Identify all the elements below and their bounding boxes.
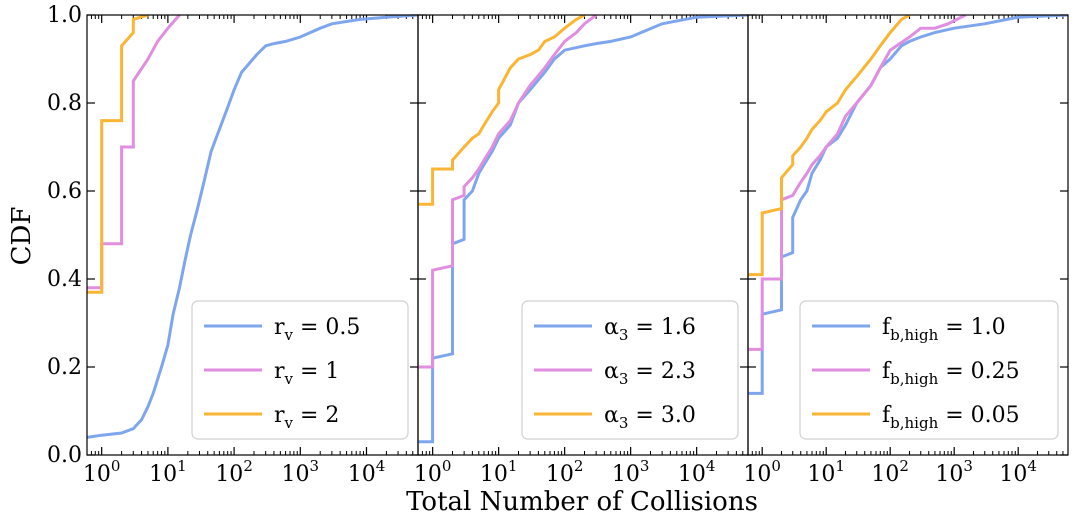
- legend-box: [799, 300, 1059, 440]
- panels: 100 101 102 103 104 0.0 0.2 0.4 0.6 0.8 1.0 rv = 0.…: [47, 3, 1069, 487]
- axes-frame: [747, 14, 1069, 456]
- x-tick-label: 101: [149, 457, 187, 487]
- y-tick-label: 0.2: [47, 355, 82, 380]
- x-tick-label: 101: [480, 457, 518, 487]
- x-tick-label: 101: [807, 457, 845, 487]
- y-tick-label: 0.8: [47, 91, 82, 116]
- series-lines: [748, 15, 1068, 395]
- legend-label: α3 = 3.0: [604, 403, 696, 432]
- panel-2: 100 101 102 103 104 α3 = 1.6 α3 = 2.3 α3 = 3.0: [414, 14, 749, 487]
- series-line: [748, 15, 1068, 395]
- legend-label: α3 = 1.6: [604, 315, 696, 344]
- panel-3: 100 101 102 103 104 fb,high = 1.0 fb,high = 0.…: [743, 14, 1069, 487]
- series-lines: [87, 15, 418, 439]
- x-tick-label: 104: [999, 457, 1037, 487]
- x-tick-label: 103: [612, 457, 650, 487]
- panel-1: 100 101 102 103 104 0.0 0.2 0.4 0.6 0.8 1.0 rv = 0.…: [47, 3, 419, 487]
- legend-box: [521, 300, 739, 440]
- x-tick-label: 102: [871, 457, 909, 487]
- series-lines: [418, 15, 748, 444]
- series-line: [87, 15, 418, 439]
- y-tick-label: 0.0: [47, 443, 82, 468]
- x-tick-label: 100: [414, 457, 452, 487]
- y-tick-label: 1.0: [47, 3, 82, 28]
- legend-label: fb,high = 1.0: [882, 315, 1006, 344]
- x-tick-label: 103: [935, 457, 973, 487]
- y-tick-label: 0.4: [47, 267, 82, 292]
- x-tick-label: 100: [83, 457, 121, 487]
- legend-box: [191, 300, 409, 440]
- series-line: [418, 15, 586, 206]
- legend-label: fb,high = 0.25: [882, 359, 1020, 388]
- series-line: [87, 15, 149, 294]
- x-tick-label: 102: [546, 457, 584, 487]
- series-line: [748, 15, 911, 277]
- x-axis-label: Total Number of Collisions: [406, 487, 758, 517]
- x-tick-label: 103: [282, 457, 320, 487]
- series-line: [748, 15, 967, 351]
- legend-label: rv = 2: [274, 403, 339, 432]
- x-tick-label: 100: [743, 457, 781, 487]
- x-tick-label: 104: [348, 457, 386, 487]
- legend-label: rv = 1: [274, 359, 339, 388]
- legend-label: rv = 0.5: [274, 315, 360, 344]
- x-tick-label: 102: [215, 457, 253, 487]
- x-tick-label: 104: [678, 457, 716, 487]
- series-line: [418, 15, 598, 369]
- y-axis-label: CDF: [7, 207, 37, 266]
- legend-label: α3 = 2.3: [604, 359, 696, 388]
- y-tick-label: 0.6: [47, 179, 82, 204]
